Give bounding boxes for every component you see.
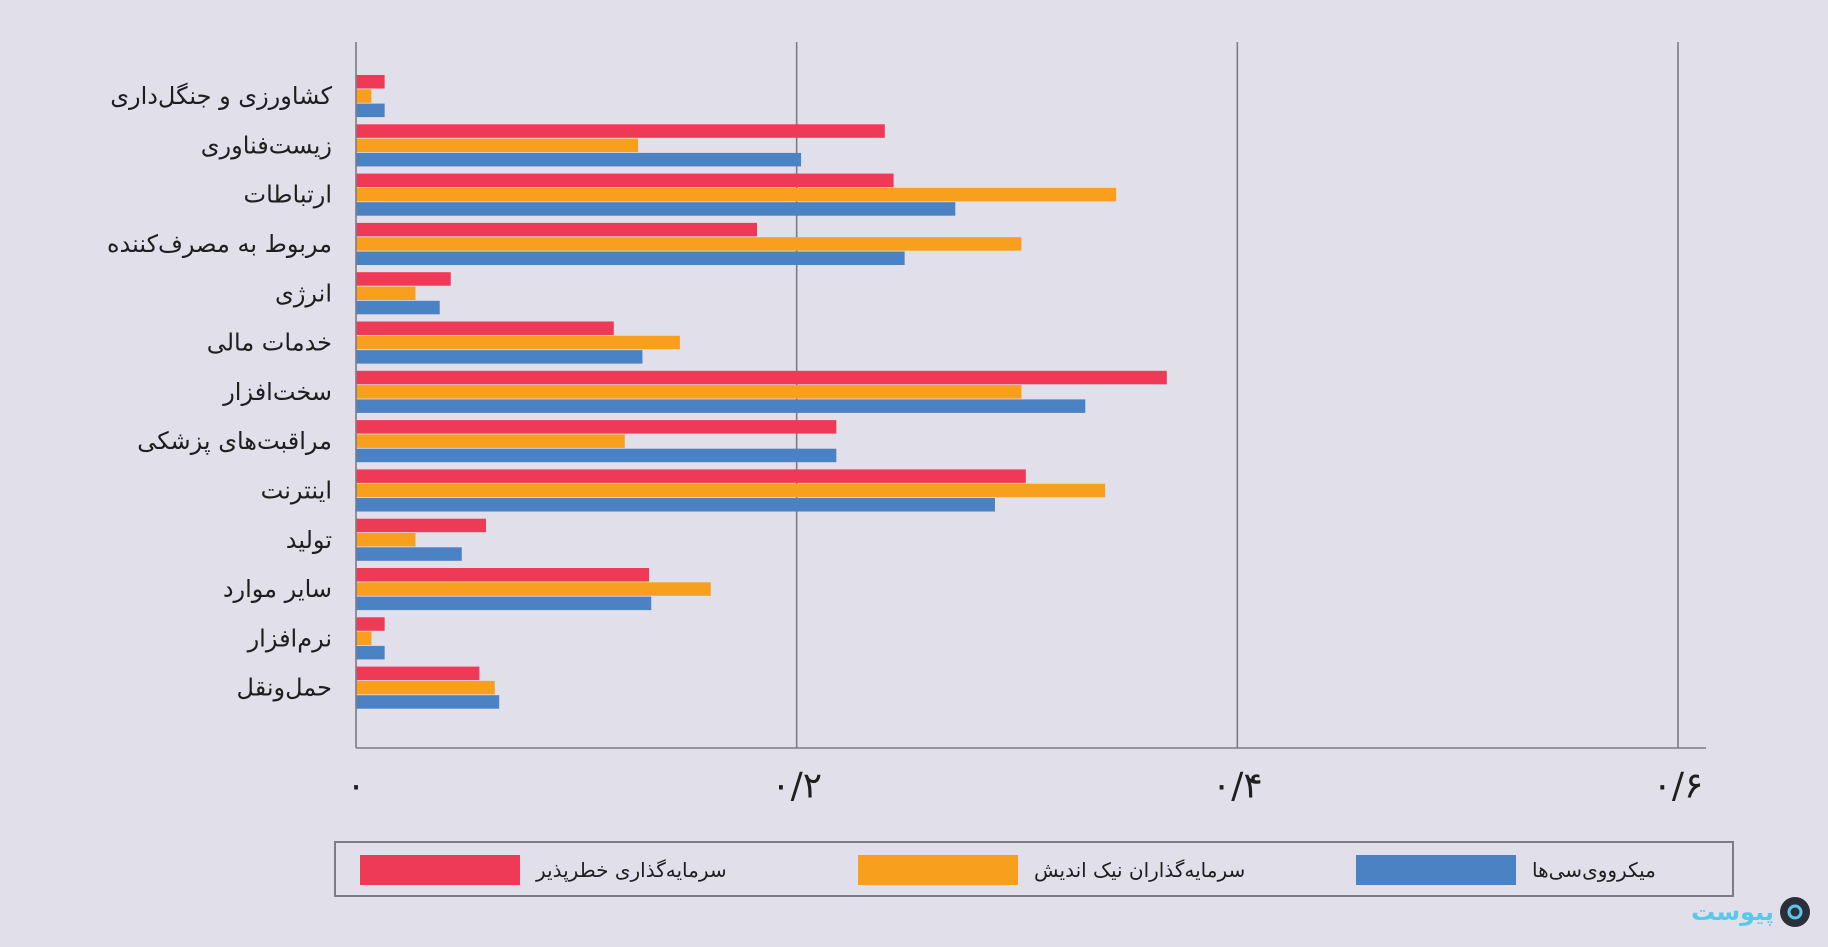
- bar: [356, 434, 625, 448]
- category-label: انرژی: [275, 279, 332, 307]
- legend-swatch: [360, 855, 520, 885]
- category-label: نرم‌افزار: [247, 624, 332, 652]
- bar-chart: کشاورزی و جنگل‌داری زیست‌فناوری ارتباطات مر…: [107, 42, 1706, 807]
- bar: [356, 89, 372, 103]
- bar: [356, 645, 385, 660]
- category-label: سخت‌افزار: [222, 378, 332, 406]
- axes: [355, 42, 1706, 749]
- legend-label: میکرووی‌سی‌ها: [1532, 858, 1656, 882]
- bar: [356, 321, 614, 335]
- legend-label: سرمایه‌گذاران نیک اندیش: [1034, 858, 1246, 882]
- legend-swatch: [1356, 855, 1516, 885]
- bar: [356, 420, 837, 434]
- bar: [356, 582, 711, 596]
- logo-mark-icon: [1780, 897, 1810, 927]
- category-label: اینترنت: [261, 476, 332, 504]
- x-tick-label: ۰: [346, 766, 365, 807]
- legend: سرمایه‌گذاری خطرپذیر سرمایه‌گذاران نیک ا…: [334, 841, 1734, 897]
- bar: [356, 251, 905, 265]
- bar: [356, 370, 1167, 385]
- x-tick-labels: ۰ ۰/۲ ۰/۴ ۰/۶: [346, 766, 1703, 807]
- bar: [356, 350, 643, 364]
- bar: [356, 335, 680, 350]
- bar: [356, 152, 802, 167]
- bar: [356, 568, 650, 582]
- category-labels: کشاورزی و جنگل‌داری زیست‌فناوری ارتباطات مر…: [107, 82, 333, 702]
- bar: [356, 222, 758, 237]
- category-label: حمل‌ونقل: [237, 674, 332, 702]
- bar: [356, 695, 500, 709]
- bar: [356, 138, 639, 153]
- bar: [356, 666, 480, 681]
- bar: [356, 286, 416, 300]
- bar: [356, 385, 1022, 399]
- bar: [356, 103, 385, 118]
- legend-label: سرمایه‌گذاری خطرپذیر: [536, 858, 727, 882]
- bar: [356, 596, 652, 611]
- category-label: مراقبت‌های پزشکی: [137, 427, 332, 455]
- x-tick-label: ۰/۲: [771, 766, 822, 807]
- bar: [356, 237, 1022, 251]
- bar: [356, 272, 451, 286]
- bar: [356, 631, 372, 646]
- bar: [356, 399, 1086, 413]
- x-tick-label: ۰/۴: [1212, 766, 1263, 807]
- bar: [356, 75, 385, 89]
- category-label: مربوط به مصرف‌کننده: [107, 230, 332, 258]
- category-label: ارتباطات: [244, 181, 333, 209]
- bar: [356, 483, 1106, 498]
- bar: [356, 547, 462, 561]
- logo: پیوست: [1691, 895, 1810, 929]
- bars: [356, 75, 1167, 709]
- bar: [356, 533, 416, 547]
- bar: [356, 173, 894, 188]
- category-label: کشاورزی و جنگل‌داری: [110, 82, 332, 110]
- bar: [356, 300, 440, 315]
- category-label: خدمات مالی: [207, 329, 332, 357]
- bar: [356, 518, 486, 533]
- bar: [356, 202, 956, 216]
- bar: [356, 448, 837, 463]
- legend-swatch: [858, 855, 1018, 885]
- category-label: سایر موارد: [223, 575, 332, 603]
- category-label: زیست‌فناوری: [201, 131, 332, 159]
- bar: [356, 187, 1117, 202]
- category-label: تولید: [286, 526, 332, 554]
- bar: [356, 680, 495, 695]
- bar: [356, 617, 385, 631]
- bar: [356, 498, 995, 512]
- bar: [356, 469, 1026, 483]
- bar: [356, 124, 885, 138]
- logo-text: پیوست: [1691, 898, 1774, 926]
- x-tick-label: ۰/۶: [1653, 766, 1704, 807]
